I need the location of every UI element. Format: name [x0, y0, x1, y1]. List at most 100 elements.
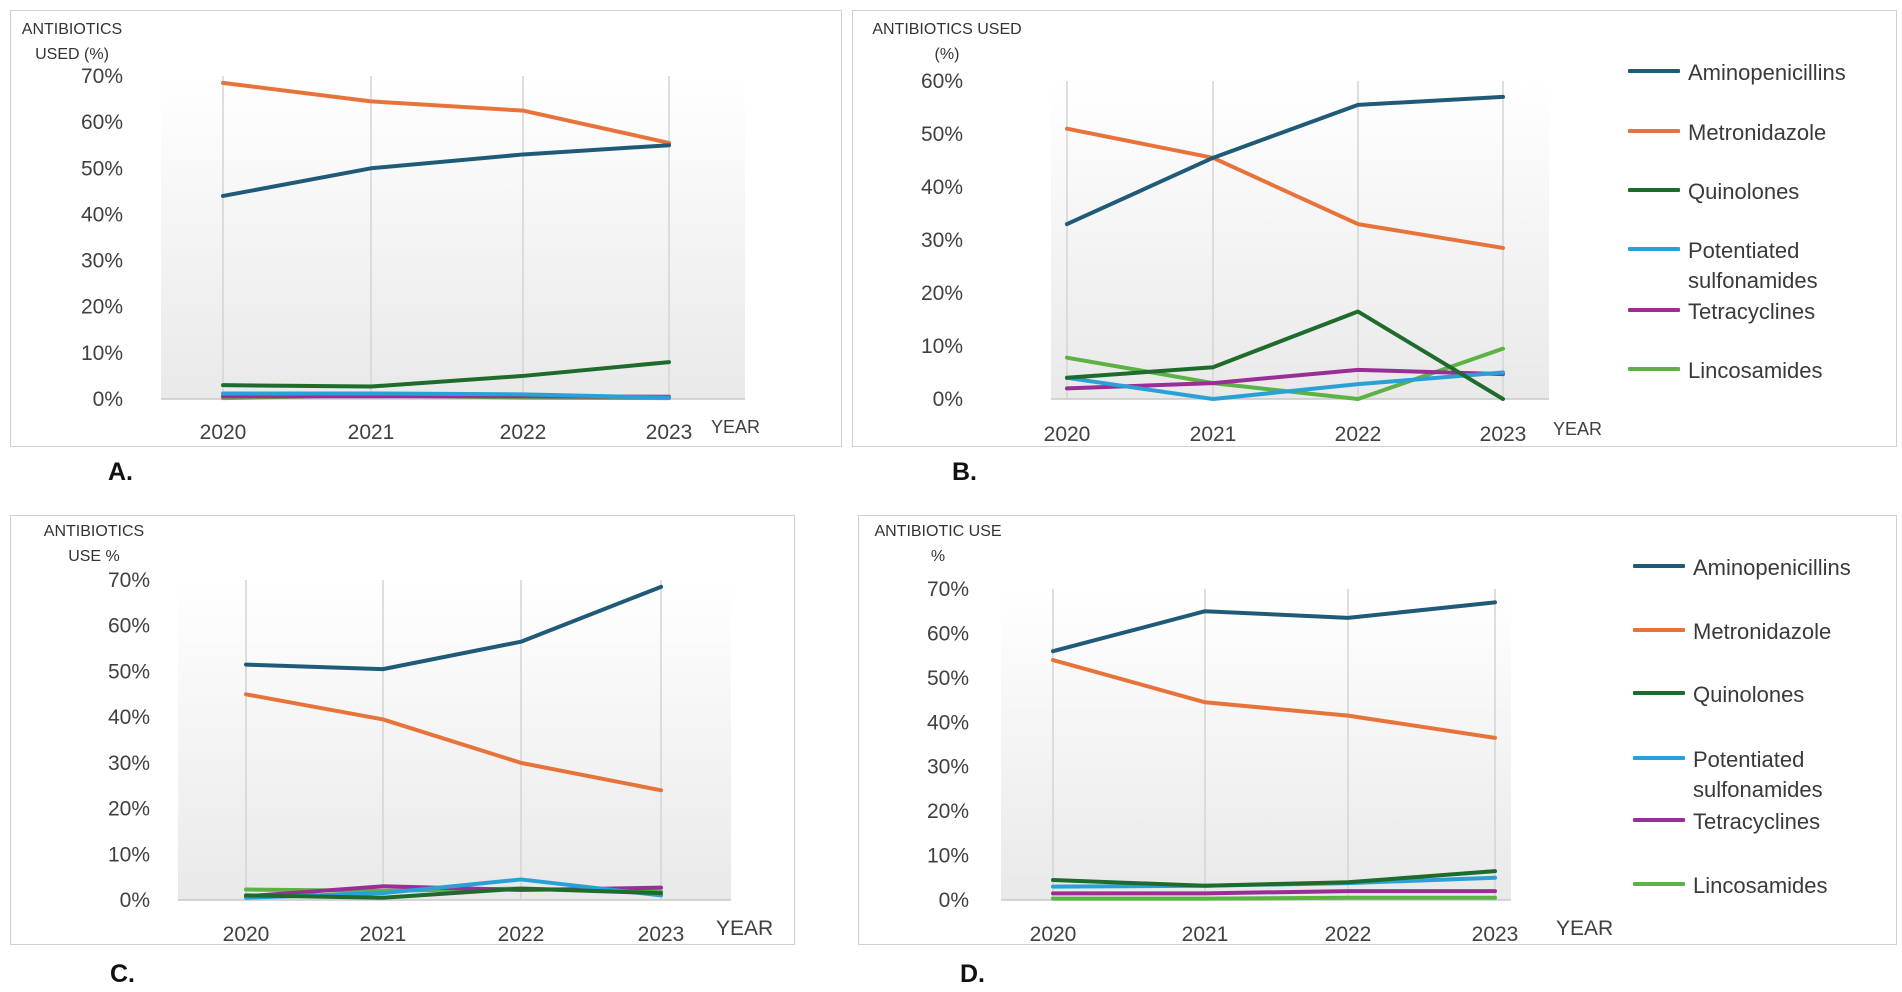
legend-item: Lincosamides [1633, 871, 1893, 901]
series-line-lincosamides [1051, 895, 1497, 901]
series-line-tetracyclines [1065, 367, 1505, 391]
legend-swatch [1628, 129, 1680, 133]
y-tick-label: 60% [108, 615, 150, 638]
legend-label: Potentiated sulfonamides [1688, 238, 1818, 293]
y-tick-label: 40% [81, 203, 123, 226]
y-tick-label: 40% [927, 711, 969, 734]
y-tick-label: 50% [81, 157, 123, 180]
x-tick-label: 2022 [498, 923, 545, 946]
x-tick-label: 2020 [1044, 423, 1091, 446]
y-tick-label: 70% [927, 578, 969, 601]
series-line-aminopenicillins [1051, 600, 1497, 654]
y-tick-label: 30% [921, 229, 963, 252]
line-chart-d: 0% 10% 20% 30% 40% 50% 60% 70% 2020 2021 2022 2023 Y… [927, 578, 1613, 946]
y-tick-label: 20% [81, 296, 123, 319]
plot-area [161, 76, 745, 399]
legend-swatch [1633, 564, 1685, 568]
legend-label: Metronidazole [1688, 120, 1827, 145]
y-tick-label: 50% [108, 660, 150, 683]
x-tick-label: 2020 [1030, 923, 1077, 946]
y-tick-label: 60% [921, 70, 963, 93]
y-tick-label: 10% [81, 342, 123, 365]
x-tick-label: 2021 [1190, 423, 1237, 446]
x-tick-label: 2023 [638, 923, 685, 946]
legend-item: Potentiated sulfonamides [1628, 236, 1888, 296]
legend-label: Quinolones [1693, 682, 1805, 707]
legend-item: Potentiated sulfonamides [1633, 745, 1893, 805]
legend: Aminopenicillins Metronidazole Quinolones P… [1628, 58, 1888, 398]
legend-swatch [1633, 691, 1685, 695]
legend-item: Tetracyclines [1633, 807, 1893, 837]
y-tick-label: 0% [939, 889, 969, 912]
x-axis-title: YEAR [711, 417, 760, 437]
x-axis-title: YEAR [1556, 917, 1613, 940]
chart-panel-b: ANTIBIOTICS USED (%) 0% 10% 20% 30% 40% 50% 60… [852, 10, 1897, 447]
legend-item: Lincosamides [1628, 356, 1888, 386]
x-tick-label: 2023 [646, 421, 693, 444]
x-axis-title: YEAR [1553, 419, 1602, 439]
legend-label: Lincosamides [1688, 358, 1823, 383]
legend-label: Quinolones [1688, 179, 1800, 204]
series-line-aminopenicillins [221, 143, 671, 198]
y-tick-label: 0% [120, 889, 150, 912]
y-tick-label: 60% [81, 111, 123, 134]
legend-swatch [1633, 882, 1685, 886]
legend-swatch [1628, 69, 1680, 73]
series-line-metronidazole [221, 80, 671, 145]
y-axis-label: ANTIBIOTIC USE % [874, 523, 1002, 565]
y-tick-label: 30% [108, 752, 150, 775]
legend-swatch [1628, 188, 1680, 192]
legend-swatch [1633, 818, 1685, 822]
plot-area [1051, 81, 1549, 399]
x-tick-label: 2020 [223, 923, 270, 946]
y-tick-label: 10% [921, 335, 963, 358]
y-axis-label: ANTIBIOTICS USE % [43, 523, 145, 565]
legend-label: Aminopenicillins [1688, 60, 1846, 85]
y-tick-label: 20% [108, 798, 150, 821]
series-line-quinolones [244, 886, 663, 900]
legend-item: Quinolones [1628, 177, 1888, 207]
y-tick-label: 10% [927, 845, 969, 868]
y-tick-label: 0% [933, 388, 963, 411]
legend-swatch [1628, 308, 1680, 312]
series-line-metronidazole [244, 692, 663, 793]
legend-swatch [1633, 756, 1685, 760]
series-line-quinolones [1051, 869, 1497, 888]
y-tick-label: 10% [108, 843, 150, 866]
y-tick-label: 30% [927, 756, 969, 779]
legend-label: Potentiated sulfonamides [1693, 747, 1823, 802]
x-tick-label: 2021 [1182, 923, 1229, 946]
legend-label: Aminopenicillins [1693, 555, 1851, 580]
legend-item: Tetracyclines [1628, 297, 1888, 327]
y-tick-label: 50% [921, 123, 963, 146]
legend-label: Metronidazole [1693, 619, 1832, 644]
x-tick-label: 2023 [1472, 923, 1519, 946]
chart-panel-d: ANTIBIOTIC USE % 0% 10% 20% 30% 40% 50% 60% 70%… [858, 515, 1897, 946]
legend-item: Metronidazole [1628, 118, 1888, 148]
legend-swatch [1633, 628, 1685, 632]
series-line-aminopenicillins [244, 584, 663, 672]
y-tick-label: 70% [108, 569, 150, 592]
legend-label: Tetracyclines [1688, 299, 1816, 324]
x-axis-title: YEAR [716, 917, 773, 940]
x-tick-label: 2021 [348, 421, 395, 444]
y-tick-label: 40% [108, 706, 150, 729]
legend-label: Tetracyclines [1693, 809, 1821, 834]
chart-panel-a: ANTIBIOTICS USED (%) 0% 10% 20% 30% 40% 50% 60… [10, 10, 842, 447]
panel-label-b: B. [952, 458, 977, 486]
legend-item: Quinolones [1633, 680, 1893, 710]
legend-item: Aminopenicillins [1633, 553, 1893, 583]
series-line-quinolones [221, 360, 671, 389]
line-chart-c: 0% 10% 20% 30% 40% 50% 60% 70% 2020 2021 2022 2023 Y… [108, 569, 773, 946]
series-line-aminopenicillins [1065, 94, 1505, 227]
y-tick-label: 50% [927, 667, 969, 690]
y-tick-label: 20% [927, 800, 969, 823]
plot-area [1001, 589, 1511, 900]
y-tick-label: 0% [93, 388, 123, 411]
x-tick-label: 2022 [1335, 423, 1382, 446]
legend-swatch [1628, 367, 1680, 371]
series-line-metronidazole [1065, 126, 1505, 250]
y-tick-label: 40% [921, 176, 963, 199]
series-line-tetracyclines [1051, 889, 1497, 896]
panel-label-a: A. [108, 458, 133, 486]
